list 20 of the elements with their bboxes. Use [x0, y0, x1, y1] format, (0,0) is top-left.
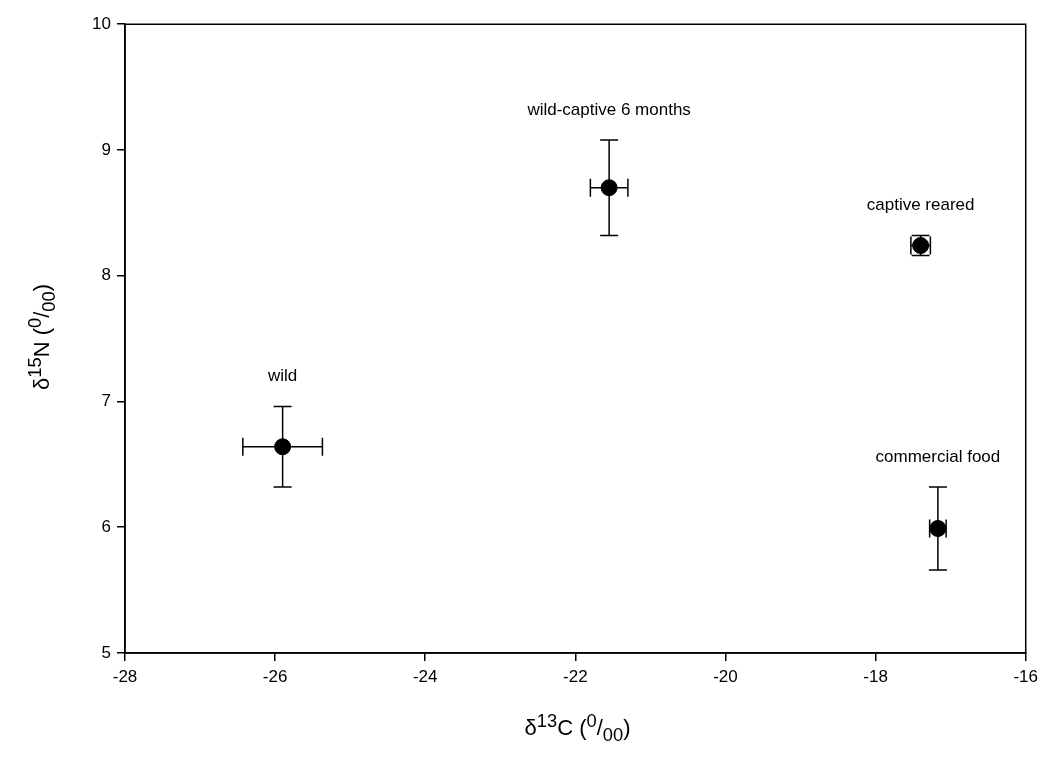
x-tick-label: -24	[412, 666, 438, 686]
annotation: wild-captive 6 months	[526, 99, 691, 119]
annotation: commercial food	[875, 446, 1001, 466]
annotation: captive reared	[866, 195, 975, 215]
y-tick-label: 9	[101, 139, 111, 159]
y-tick-label: 5	[101, 642, 111, 662]
y-tick-label: 7	[101, 391, 111, 411]
x-axis-title: δ$^{13}$C ($^{0}$/$_{00}$)	[523, 710, 632, 746]
x-tick-label: -22	[563, 666, 588, 686]
point	[274, 438, 292, 456]
annotation: wild	[266, 366, 298, 386]
y-tick-label: 8	[101, 265, 111, 285]
point	[600, 179, 618, 197]
x-tick-label: -28	[112, 666, 138, 686]
y-tick-label: 6	[101, 516, 111, 536]
x-tick-label: -18	[863, 666, 888, 686]
x-tick-label: -20	[713, 666, 738, 686]
y-tick-label: 10	[92, 13, 111, 33]
x-tick-label: -16	[1013, 666, 1038, 686]
x-tick-label: -26	[262, 666, 288, 686]
